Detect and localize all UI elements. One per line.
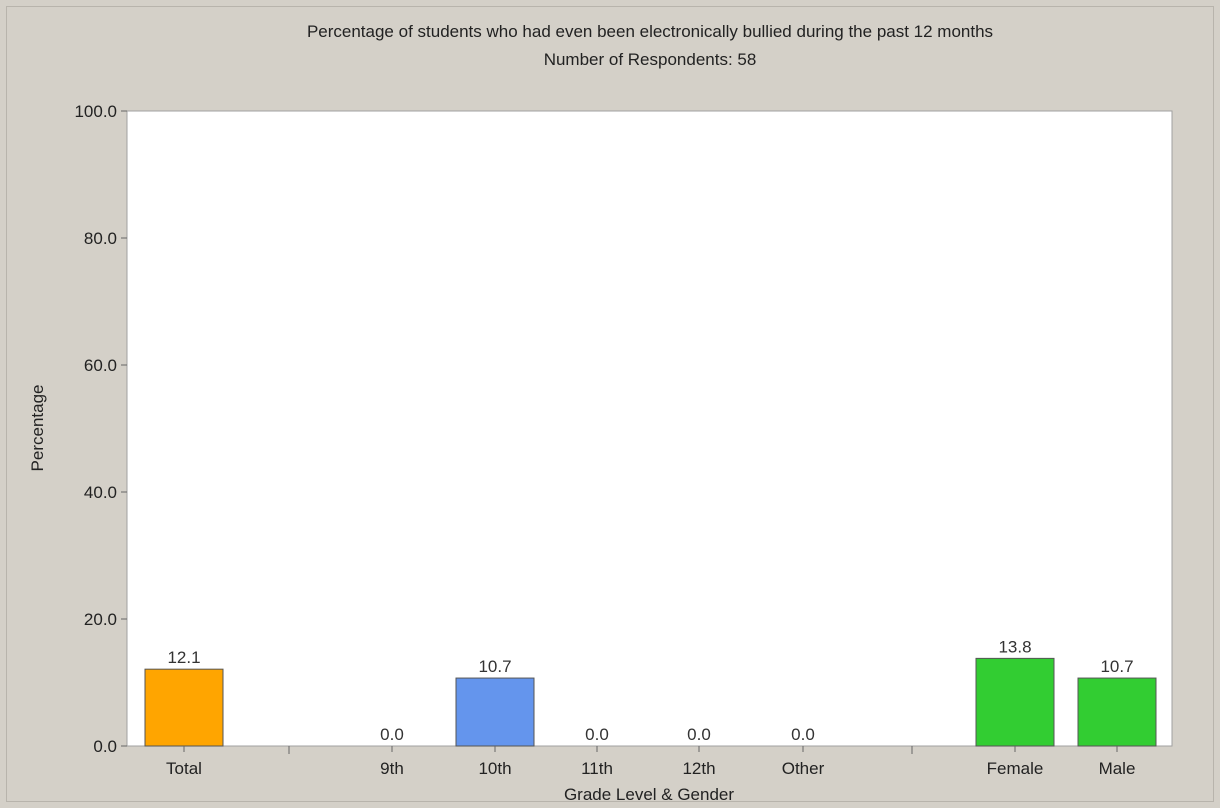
x-tick-label-12th: 12th bbox=[682, 759, 715, 778]
bar-label-other: 0.0 bbox=[791, 725, 815, 744]
bar-label-9th: 0.0 bbox=[380, 725, 404, 744]
bar-female bbox=[975, 657, 1055, 747]
bar-value-labels: 12.1 0.0 10.7 0.0 0.0 0.0 13.8 10.7 bbox=[167, 637, 1133, 744]
y-axis-ticks: 0.0 20.0 40.0 60.0 80.0 100.0 bbox=[74, 102, 127, 756]
y-tick-label: 60.0 bbox=[84, 356, 117, 375]
chart-figure: Percentage of students who had even been… bbox=[6, 6, 1214, 803]
bars bbox=[144, 657, 1157, 747]
x-axis-group-dividers bbox=[288, 746, 913, 754]
y-tick-label: 100.0 bbox=[74, 102, 117, 121]
chart-title: Percentage of students who had even been… bbox=[307, 22, 993, 41]
bar-label-male: 10.7 bbox=[1100, 657, 1133, 676]
bar-male bbox=[1077, 677, 1157, 747]
plot-area bbox=[126, 110, 1173, 747]
x-tick-label-10th: 10th bbox=[478, 759, 511, 778]
x-axis-tick-labels: Total 9th 10th 11th 12th Other Female Male bbox=[166, 746, 1135, 778]
x-tick-label-11th: 11th bbox=[581, 759, 613, 778]
bar-label-11th: 0.0 bbox=[585, 725, 609, 744]
bar-total bbox=[144, 668, 224, 747]
y-tick-label: 40.0 bbox=[84, 483, 117, 502]
bar-label-10th: 10.7 bbox=[478, 657, 511, 676]
x-tick-label-male: Male bbox=[1099, 759, 1136, 778]
x-axis-label: Grade Level & Gender bbox=[564, 785, 734, 803]
y-tick-label: 0.0 bbox=[93, 737, 117, 756]
y-axis-label: Percentage bbox=[28, 385, 47, 472]
bar-10th bbox=[455, 677, 535, 747]
y-tick-label: 20.0 bbox=[84, 610, 117, 629]
bar-label-female: 13.8 bbox=[998, 637, 1031, 656]
y-tick-label: 80.0 bbox=[84, 229, 117, 248]
chart-subtitle: Number of Respondents: 58 bbox=[544, 50, 757, 69]
x-tick-label-total: Total bbox=[166, 759, 202, 778]
x-tick-label-9th: 9th bbox=[380, 759, 404, 778]
x-tick-label-other: Other bbox=[782, 759, 825, 778]
bar-label-total: 12.1 bbox=[167, 648, 200, 667]
bar-chart: Percentage of students who had even been… bbox=[28, 22, 1173, 803]
x-tick-label-female: Female bbox=[987, 759, 1044, 778]
bar-label-12th: 0.0 bbox=[687, 725, 711, 744]
